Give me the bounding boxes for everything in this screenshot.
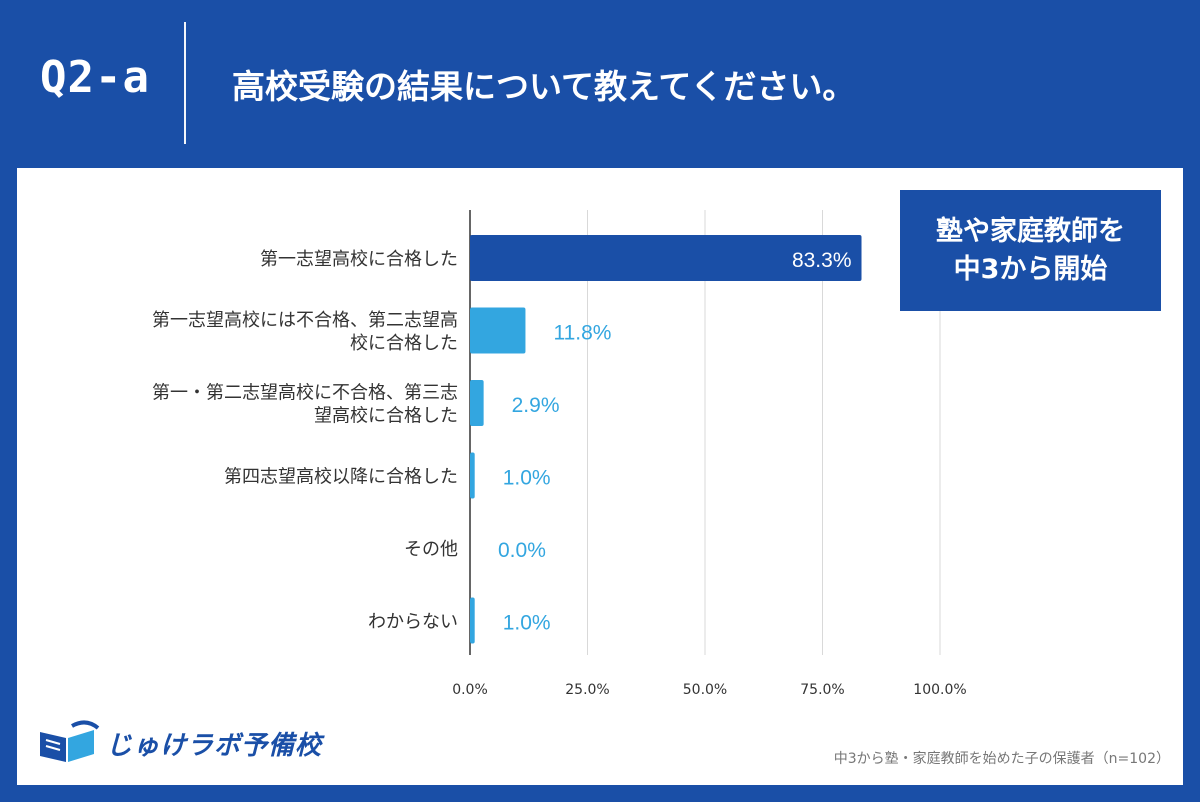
bar-value-label: 11.8%	[553, 322, 611, 345]
x-tick-label: 50.0%	[683, 682, 727, 698]
category-label: その他	[404, 539, 458, 560]
bar	[470, 452, 475, 499]
logo-text: じゅけラボ予備校	[106, 730, 323, 761]
brand-logo: じゅけラボ予備校	[36, 718, 322, 768]
category-label: 望高校に合格した	[314, 406, 458, 427]
badge-line-1: 塾や家庭教師を	[936, 215, 1125, 247]
bar-value-label: 2.9%	[512, 394, 560, 417]
category-label: 第一志望高校に合格した	[260, 249, 458, 270]
book-icon	[40, 720, 100, 762]
bar	[470, 380, 484, 426]
category-label: 第一・第二志望高校に不合格、第三志	[152, 383, 458, 404]
x-tick-label: 75.0%	[800, 682, 844, 698]
category-label: 第四志望高校以降に合格した	[224, 467, 458, 488]
question-text: 高校受験の結果について教えてください。	[232, 67, 856, 106]
header-bar: Q2-a 高校受験の結果について教えてください。	[0, 0, 1200, 168]
segment-badge: 塾や家庭教師を 中3から開始	[900, 190, 1161, 311]
badge-line-2: 中3から開始	[953, 253, 1108, 285]
category-label: わからない	[368, 612, 458, 633]
x-tick-label: 25.0%	[565, 682, 609, 698]
bar-value-label: 0.0%	[498, 539, 546, 562]
bar-value-label: 1.0%	[503, 467, 551, 490]
bar-value-label: 1.0%	[503, 612, 551, 635]
x-tick-label: 0.0%	[452, 682, 488, 698]
footnote: 中3から塾・家庭教師を始めた子の保護者（n=102）	[833, 751, 1170, 767]
bar	[470, 307, 526, 354]
question-number: Q2-a	[40, 52, 150, 103]
category-label: 第一志望高校には不合格、第二志望高	[152, 310, 458, 331]
bar-value-label: 83.3%	[792, 249, 852, 272]
x-tick-label: 100.0%	[913, 682, 966, 698]
bar	[470, 235, 862, 281]
category-label: 校に合格した	[350, 333, 458, 354]
bar	[470, 597, 475, 644]
header-divider	[184, 22, 186, 144]
